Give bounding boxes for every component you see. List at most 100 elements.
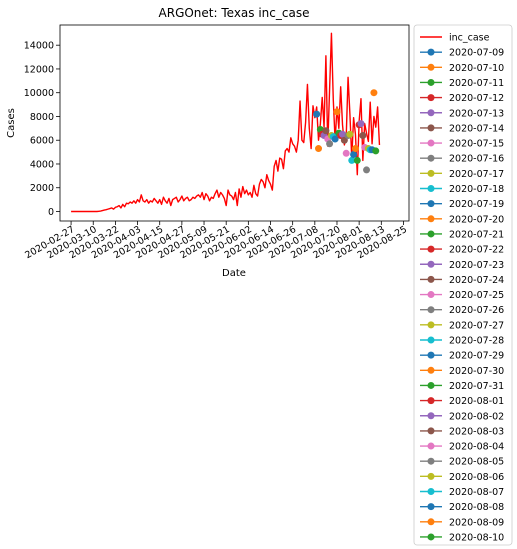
- legend-label: 2020-08-01: [449, 396, 504, 407]
- forecast-point-2020-07-10: [315, 145, 323, 153]
- legend-label: 2020-07-24: [449, 275, 504, 286]
- legend-entry: inc_case: [420, 33, 490, 44]
- legend-swatch-marker: [427, 518, 435, 526]
- legend-label: 2020-07-23: [449, 260, 504, 271]
- legend-label: 2020-07-29: [449, 351, 504, 362]
- legend-entry: 2020-08-04: [420, 442, 504, 453]
- legend-label: 2020-08-10: [449, 532, 504, 543]
- legend-swatch-marker: [427, 245, 435, 253]
- legend-swatch-marker: [427, 78, 435, 86]
- legend-entry: 2020-08-01: [420, 396, 504, 407]
- legend-label: 2020-07-11: [449, 78, 504, 89]
- legend-swatch-marker: [427, 154, 435, 162]
- legend-entry: 2020-07-28: [420, 336, 504, 347]
- legend-swatch-marker: [427, 63, 435, 71]
- legend-swatch-marker: [427, 412, 435, 420]
- legend-label: 2020-08-05: [449, 457, 504, 468]
- legend-swatch-marker: [427, 94, 435, 102]
- legend-label: 2020-08-09: [449, 517, 504, 528]
- legend-swatch-marker: [427, 260, 435, 268]
- legend: inc_case 2020-07-09 2020-07-10 2020-07-11 20…: [413, 24, 513, 546]
- legend-entry: 2020-07-29: [420, 351, 504, 362]
- legend-swatch-marker: [427, 321, 435, 329]
- forecast-point-2020-08-10: [372, 147, 380, 155]
- legend-label: 2020-07-12: [449, 93, 504, 104]
- legend-entry: 2020-07-12: [420, 93, 504, 104]
- legend-label: 2020-07-15: [449, 139, 504, 150]
- legend-swatch-marker: [427, 457, 435, 465]
- forecast-point-2020-07-25: [342, 149, 350, 157]
- forecast-point-2020-07-28: [348, 156, 356, 164]
- legend-swatch-marker: [427, 124, 435, 132]
- legend-entry: 2020-07-09: [420, 48, 504, 59]
- y-tick-label: 10000: [24, 88, 54, 99]
- legend-label: 2020-07-14: [449, 123, 504, 134]
- forecast-point-2020-08-09: [370, 89, 378, 97]
- forecast-point-2020-07-24: [340, 136, 348, 144]
- legend-entry: 2020-07-27: [420, 320, 504, 331]
- legend-label: 2020-07-22: [449, 245, 504, 256]
- legend-label: 2020-07-19: [449, 199, 504, 210]
- legend-entry: 2020-07-11: [420, 78, 504, 89]
- forecast-point-2020-07-29: [350, 150, 358, 158]
- legend-label: 2020-08-06: [449, 472, 504, 483]
- forecast-point-2020-08-05: [363, 166, 371, 174]
- legend-entry: 2020-08-03: [420, 426, 504, 437]
- legend-swatch-marker: [427, 533, 435, 541]
- y-axis-label: Cases: [6, 108, 17, 138]
- legend-entry: 2020-07-24: [420, 275, 504, 286]
- legend-swatch-marker: [427, 275, 435, 283]
- y-tick-label: 12000: [24, 64, 54, 75]
- legend-label: 2020-07-13: [449, 108, 504, 119]
- legend-entry: 2020-08-09: [420, 517, 504, 528]
- forecast-point-2020-07-31: [353, 156, 361, 164]
- legend-swatch-marker: [427, 472, 435, 480]
- legend-label: 2020-08-03: [449, 426, 504, 437]
- legend-entry: 2020-07-16: [420, 154, 504, 165]
- legend-label: 2020-07-16: [449, 154, 504, 165]
- legend-label: 2020-08-07: [449, 487, 504, 498]
- legend-entry: 2020-08-08: [420, 502, 504, 513]
- y-tick-label: 6000: [30, 136, 54, 147]
- legend-swatch-marker: [427, 169, 435, 177]
- legend-swatch-marker: [427, 397, 435, 405]
- legend-entry: 2020-07-14: [420, 123, 504, 134]
- forecast-point-2020-07-20: [333, 108, 341, 116]
- legend-label: 2020-07-20: [449, 214, 504, 225]
- forecast-point-2020-07-30: [351, 145, 359, 153]
- forecast-point-2020-07-16: [326, 140, 334, 148]
- legend-swatch-marker: [427, 488, 435, 495]
- legend-entry: 2020-08-06: [420, 472, 504, 483]
- legend-swatch-marker: [427, 139, 435, 147]
- legend-label: 2020-07-25: [449, 290, 504, 301]
- legend-entry: 2020-08-02: [420, 411, 504, 422]
- legend-swatch-marker: [427, 336, 435, 344]
- forecast-point-2020-07-19: [331, 135, 339, 143]
- chart-title: ARGOnet: Texas inc_case: [159, 6, 310, 20]
- legend-label: 2020-07-18: [449, 184, 504, 195]
- legend-swatch-marker: [427, 185, 435, 192]
- forecast-point-2020-08-02: [357, 120, 365, 128]
- legend-label: 2020-07-10: [449, 63, 504, 74]
- legend-swatch-marker: [427, 200, 435, 208]
- legend-swatch-marker: [427, 291, 435, 299]
- legend-swatch-marker: [427, 366, 435, 374]
- y-tick-label: 14000: [24, 41, 54, 52]
- legend-swatch-marker: [427, 427, 435, 435]
- plot-frame: [59, 24, 410, 222]
- legend-label: 2020-07-21: [449, 229, 504, 240]
- forecast-point-2020-07-27: [346, 130, 354, 138]
- legend-label: 2020-07-26: [449, 305, 504, 316]
- legend-entry: 2020-07-10: [420, 63, 504, 74]
- plot-area: [59, 24, 410, 222]
- legend-label: 2020-07-31: [449, 381, 504, 392]
- legend-entry: 2020-07-19: [420, 199, 504, 210]
- legend-label: inc_case: [449, 33, 490, 44]
- legend-swatch-marker: [427, 351, 435, 359]
- legend-label: 2020-07-28: [449, 336, 504, 347]
- legend-entry: 2020-07-25: [420, 290, 504, 301]
- forecast-point-2020-07-23: [339, 130, 347, 138]
- legend-entry: 2020-07-23: [420, 260, 504, 271]
- legend-label: 2020-08-08: [449, 502, 504, 513]
- forecast-point-2020-07-09: [313, 110, 321, 118]
